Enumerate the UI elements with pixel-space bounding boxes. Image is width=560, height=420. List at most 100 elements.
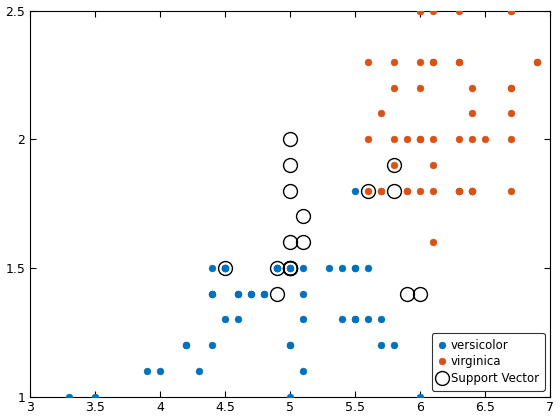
virginica — [456, 60, 463, 65]
versicolor — [274, 265, 281, 270]
virginica — [456, 188, 463, 193]
Support Vector — [365, 188, 372, 193]
virginica — [391, 137, 398, 142]
virginica — [469, 137, 476, 142]
Legend: versicolor, virginica, Support Vector: versicolor, virginica, Support Vector — [432, 333, 544, 391]
versicolor — [287, 394, 294, 399]
virginica — [469, 111, 476, 116]
versicolor — [209, 291, 216, 296]
versicolor — [287, 343, 294, 348]
versicolor — [144, 368, 151, 373]
versicolor — [196, 368, 203, 373]
virginica — [482, 137, 489, 142]
Support Vector — [287, 265, 294, 270]
virginica — [365, 188, 372, 193]
virginica — [469, 85, 476, 90]
versicolor — [248, 291, 255, 296]
virginica — [430, 163, 437, 168]
virginica — [417, 85, 424, 90]
virginica — [430, 8, 437, 13]
virginica — [430, 240, 437, 245]
Support Vector — [287, 265, 294, 270]
virginica — [404, 188, 411, 193]
virginica — [417, 137, 424, 142]
virginica — [391, 163, 398, 168]
Support Vector — [300, 214, 307, 219]
versicolor — [339, 265, 346, 270]
Support Vector — [417, 291, 424, 296]
virginica — [430, 60, 437, 65]
versicolor — [209, 343, 216, 348]
versicolor — [235, 291, 242, 296]
virginica — [456, 60, 463, 65]
Support Vector — [404, 291, 411, 296]
versicolor — [352, 317, 359, 322]
virginica — [456, 8, 463, 13]
versicolor — [274, 265, 281, 270]
virginica — [469, 188, 476, 193]
versicolor — [235, 291, 242, 296]
virginica — [456, 188, 463, 193]
versicolor — [365, 265, 372, 270]
virginica — [534, 60, 541, 65]
versicolor — [378, 343, 385, 348]
versicolor — [66, 394, 73, 399]
versicolor — [222, 317, 228, 322]
Support Vector — [274, 291, 281, 296]
virginica — [404, 137, 411, 142]
virginica — [365, 137, 372, 142]
virginica — [508, 8, 515, 13]
Support Vector — [287, 188, 294, 193]
versicolor — [300, 317, 307, 322]
virginica — [508, 85, 515, 90]
versicolor — [417, 394, 424, 399]
virginica — [417, 8, 424, 13]
virginica — [456, 188, 463, 193]
virginica — [508, 85, 515, 90]
Support Vector — [287, 137, 294, 142]
Support Vector — [287, 163, 294, 168]
virginica — [534, 60, 541, 65]
versicolor — [248, 291, 255, 296]
versicolor — [92, 394, 99, 399]
virginica — [508, 111, 515, 116]
virginica — [365, 60, 372, 65]
versicolor — [339, 317, 346, 322]
versicolor — [183, 343, 190, 348]
virginica — [469, 188, 476, 193]
virginica — [404, 188, 411, 193]
virginica — [417, 60, 424, 65]
versicolor — [352, 265, 359, 270]
versicolor — [274, 265, 281, 270]
versicolor — [352, 188, 359, 193]
Support Vector — [287, 265, 294, 270]
virginica — [378, 111, 385, 116]
versicolor — [261, 291, 268, 296]
versicolor — [274, 265, 281, 270]
virginica — [378, 188, 385, 193]
Line: Support Vector: Support Vector — [218, 132, 427, 301]
versicolor — [235, 317, 242, 322]
versicolor — [378, 317, 385, 322]
versicolor — [300, 368, 307, 373]
versicolor — [365, 317, 372, 322]
versicolor — [287, 265, 294, 270]
Support Vector — [287, 265, 294, 270]
versicolor — [391, 343, 398, 348]
Support Vector — [222, 265, 228, 270]
Line: versicolor: versicolor — [66, 187, 424, 400]
versicolor — [222, 265, 228, 270]
virginica — [417, 188, 424, 193]
versicolor — [287, 343, 294, 348]
virginica — [456, 137, 463, 142]
versicolor — [352, 265, 359, 270]
virginica — [391, 60, 398, 65]
versicolor — [287, 265, 294, 270]
Support Vector — [391, 163, 398, 168]
versicolor — [209, 265, 216, 270]
versicolor — [326, 265, 333, 270]
virginica — [508, 137, 515, 142]
virginica — [508, 188, 515, 193]
versicolor — [352, 317, 359, 322]
versicolor — [300, 265, 307, 270]
